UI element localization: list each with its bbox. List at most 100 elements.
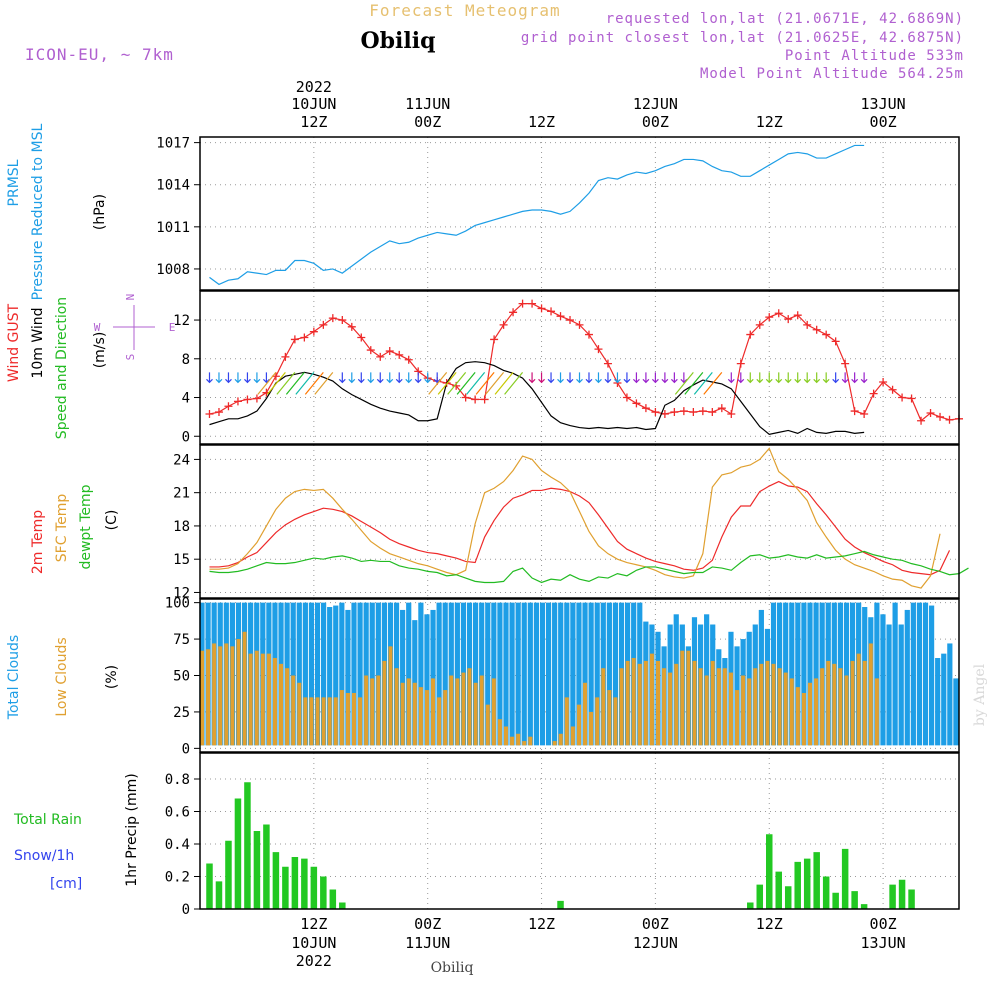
wind-ylabel: (m/s)	[92, 332, 108, 369]
bar	[862, 660, 867, 746]
bar	[225, 840, 232, 909]
bar	[533, 602, 539, 746]
bar	[388, 646, 393, 746]
wind-barb	[257, 371, 277, 395]
wind-series-wind-gust	[205, 299, 963, 425]
bar	[613, 697, 618, 746]
bar	[327, 697, 332, 746]
bar	[935, 658, 941, 746]
bar	[784, 886, 792, 909]
bar	[841, 848, 849, 909]
gust-marker	[803, 320, 812, 329]
wind-barb	[447, 371, 467, 395]
bar	[583, 682, 588, 746]
bar	[908, 889, 915, 909]
bar	[503, 602, 509, 746]
wind-arrow	[746, 372, 754, 384]
wind-barb	[456, 371, 476, 395]
wind-barb	[285, 371, 305, 395]
gust-marker	[214, 408, 223, 417]
bar	[686, 650, 691, 746]
wind-arrow	[538, 372, 545, 384]
y-tick-label: 0	[182, 741, 190, 757]
wind-arrow	[614, 372, 621, 384]
gust-marker	[860, 409, 869, 418]
gust-marker	[366, 346, 375, 355]
bar	[552, 741, 557, 746]
gust-marker	[309, 327, 318, 336]
gust-marker	[224, 402, 233, 411]
top-day-label: 10JUN	[291, 95, 336, 113]
bar	[431, 678, 436, 746]
gust-marker	[736, 359, 745, 368]
bar	[291, 857, 299, 909]
bar	[794, 861, 801, 909]
gust-marker	[252, 394, 261, 403]
bar	[789, 602, 795, 746]
bar	[285, 668, 290, 746]
temperature-ylabel: SFC Temp	[54, 494, 70, 563]
model-name: ICON-EU, ~ 7km	[25, 45, 174, 64]
bar	[418, 687, 423, 746]
wind-barb	[276, 371, 296, 395]
pressure-frame	[199, 136, 960, 291]
model-point-altitude: Model Point Altitude 564.25m	[700, 66, 964, 82]
bottom-day-label: 10JUN	[291, 934, 336, 952]
bar	[510, 736, 515, 746]
bar	[680, 650, 685, 746]
gust-marker	[936, 412, 945, 421]
wind-arrow	[414, 372, 422, 384]
wind-arrow	[765, 372, 773, 384]
y-tick-label: 4	[182, 391, 190, 407]
bar	[588, 602, 594, 746]
wind-barb	[684, 371, 704, 395]
clouds-ylabel: Total Clouds	[6, 635, 22, 720]
wind-series-10m-wind	[209, 361, 865, 435]
wind-arrow	[661, 372, 669, 384]
gust-marker	[689, 408, 698, 417]
bar	[224, 643, 229, 746]
gust-marker	[888, 385, 897, 394]
wind-arrow	[386, 372, 394, 384]
wind-arrow	[338, 372, 346, 384]
wind-ylabel: Wind GUST	[6, 303, 22, 382]
gust-marker	[632, 399, 641, 408]
wind-barb	[703, 371, 723, 395]
bar	[321, 697, 326, 746]
compass-west: W	[94, 321, 101, 334]
gust-marker	[765, 313, 774, 322]
bar	[412, 620, 418, 746]
gust-marker	[281, 352, 290, 361]
bar	[479, 602, 485, 746]
bar	[454, 602, 460, 746]
bar	[860, 904, 868, 909]
bar	[747, 902, 754, 909]
bar	[765, 660, 770, 746]
bar	[668, 672, 673, 746]
bar	[759, 663, 764, 746]
precip-legend-label: [cm]	[50, 876, 82, 892]
bar	[771, 663, 776, 746]
gust-marker	[679, 407, 688, 416]
bar	[491, 678, 496, 746]
gust-marker	[509, 308, 518, 317]
bar	[808, 682, 812, 746]
bar	[820, 668, 825, 746]
bar	[370, 678, 375, 746]
bar	[929, 605, 935, 746]
bar	[254, 650, 259, 746]
temperature-series-2m-temp	[209, 480, 951, 576]
clouds-frame	[199, 598, 960, 753]
bar	[766, 834, 773, 909]
y-tick-label: 1011	[156, 220, 190, 236]
wind-arrow	[585, 372, 593, 384]
wind-ylabel: Speed and Direction	[54, 297, 70, 439]
wind-barb	[266, 371, 286, 395]
bar	[236, 639, 241, 746]
bar	[302, 602, 308, 746]
bar	[333, 697, 338, 746]
wind-arrow	[262, 372, 270, 384]
bar	[310, 866, 318, 909]
temperature-frame	[199, 444, 960, 599]
credit: by Angel	[972, 663, 988, 726]
